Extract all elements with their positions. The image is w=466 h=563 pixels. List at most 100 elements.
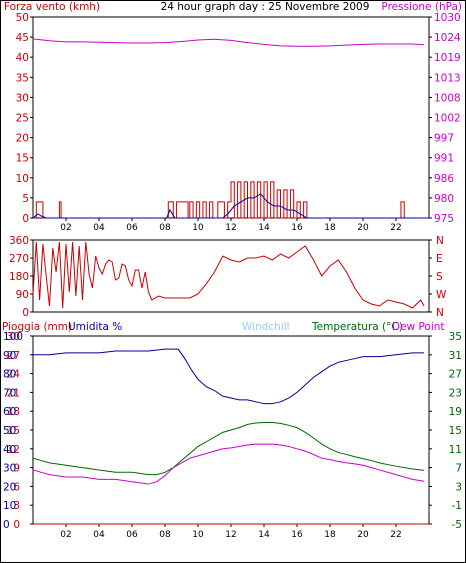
temperature-tick-label: 15	[449, 425, 462, 437]
humidity-axis-label: Umidita %	[68, 321, 122, 333]
wind-pressure-panel: 24 hour graph day : 25 Novembre 2009 For…	[4, 1, 462, 233]
humidity-line	[33, 348, 425, 405]
temperature-tick-label: 23	[449, 387, 462, 399]
pressure-tick-label: 1019	[434, 52, 461, 64]
wind-axis-label: Forza vento (kmh)	[4, 1, 100, 13]
pressure-tick-label: 1002	[434, 113, 461, 125]
temperature-axis-label: Temperatura (°C)	[311, 321, 403, 333]
rain-tick-label: 12	[7, 444, 20, 456]
x-tick-label: 14	[258, 530, 270, 540]
wind-tick-label: 30	[16, 92, 29, 104]
pressure-tick-label: 980	[434, 193, 454, 205]
wind-tick-label: 35	[16, 72, 29, 84]
wind-tick-label: 5	[22, 193, 29, 205]
direction-tick-label: 0	[22, 307, 29, 319]
pressure-tick-label: 1008	[434, 92, 461, 104]
x-tick-label: 20	[357, 223, 369, 233]
compass-tick-label: S	[436, 271, 443, 283]
pressure-tick-label: 1013	[434, 72, 461, 84]
wind-tick-label: 50	[16, 12, 29, 24]
humidity-tick-label: 80	[3, 369, 16, 381]
x-tick-label: 14	[258, 223, 270, 233]
x-tick-label: 10	[192, 223, 204, 233]
wind-tick-label: 0	[22, 213, 29, 225]
humidity-tick-label: 70	[3, 387, 16, 399]
x-tick-label: 16	[291, 530, 303, 540]
humidity-tick-label: 30	[3, 463, 16, 475]
temperature-tick-label: 3	[455, 481, 462, 493]
pressure-tick-label: 991	[434, 153, 454, 165]
humidity-tick-label: 50	[3, 425, 16, 437]
rain-tick-label: 27	[7, 350, 20, 362]
x-tick-label: 02	[60, 223, 71, 233]
wind-ticks: 0 5 10 15 20 25 30 35 40 45 50	[16, 12, 33, 225]
temperature-tick-label: -5	[452, 519, 462, 531]
rain-tick-label: 15	[7, 425, 20, 437]
x-tick-label: 10	[192, 530, 204, 540]
wind-tick-label: 45	[16, 32, 29, 44]
x-tick-label: 06	[126, 530, 138, 540]
pressure-ticks: 975 980 986 991 997 1002 1008 1013 1019 1024 1030	[429, 12, 461, 225]
compass-tick-label: E	[436, 253, 443, 265]
pressure-tick-label: 997	[434, 133, 454, 145]
panel3-series	[32, 348, 429, 525]
dewpoint-label: Dew Point	[392, 321, 445, 333]
x-tick-label: 18	[324, 223, 336, 233]
x-tick-label: 06	[126, 223, 138, 233]
humidity-tick-label: 60	[3, 406, 16, 418]
humidity-tick-label: 100	[3, 331, 23, 343]
rain-tick-label: 0	[13, 519, 20, 531]
wind-tick-label: 25	[16, 113, 29, 125]
rain-tick-label: 18	[7, 406, 20, 418]
x-tick-label: 16	[291, 223, 303, 233]
pressure-tick-label: 1030	[434, 12, 461, 24]
temperature-line	[32, 421, 425, 476]
rain-tick-label: 6	[13, 481, 20, 493]
panel1-x-ticks: 02 04 06 08 10 12 14 16 18 20 22	[60, 218, 402, 233]
wind_avg-line	[32, 193, 429, 219]
temperature-tick-label: -1	[452, 500, 462, 512]
windchill-label: Windchill	[242, 321, 290, 333]
rain-tick-label: 3	[13, 500, 20, 512]
x-tick-label: 22	[390, 223, 401, 233]
rain-tick-label: 24	[7, 369, 21, 381]
chart-title: 24 hour graph day : 25 Novembre 2009	[161, 1, 370, 13]
rain-axis-label: Pioggia (mm)	[2, 321, 72, 333]
x-tick-label: 04	[93, 223, 105, 233]
wind-tick-label: 40	[16, 52, 29, 64]
rain-tick-label: 21	[7, 387, 20, 399]
x-tick-label: 12	[225, 223, 236, 233]
wind_gust-line	[33, 181, 405, 219]
humidity-tick-label: 20	[3, 481, 16, 493]
rain-tick-label: 9	[13, 463, 20, 475]
compass-tick-label: W	[436, 289, 447, 301]
humidity-tick-label: 0	[3, 519, 10, 531]
x-tick-label: 08	[159, 530, 171, 540]
wind-tick-label: 15	[16, 153, 29, 165]
x-tick-label: 20	[357, 530, 369, 540]
temperature-tick-label: 11	[449, 444, 462, 456]
pressure-axis-label: Pressione (hPa)	[381, 1, 462, 13]
direction-tick-label: 360	[9, 235, 29, 247]
rain-humidity-temp-panel: Pioggia (mm) Umidita % Windchill Tempera…	[2, 321, 462, 540]
rain-tick-label: 30	[7, 331, 20, 343]
wind-tick-label: 20	[16, 133, 29, 145]
x-tick-label: 18	[324, 530, 336, 540]
temperature-tick-label: 19	[449, 406, 462, 418]
x-tick-label: 02	[60, 530, 71, 540]
direction-series	[32, 241, 425, 309]
pressure-tick-label: 1024	[434, 32, 461, 44]
pressure-tick-label: 975	[434, 213, 454, 225]
direction-tick-label: 90	[16, 289, 29, 301]
temperature-ticks: -5 -1 3 7 11 15 19 23 27 31 35	[429, 331, 462, 531]
dewpoint-line	[32, 443, 425, 485]
humidity-tick-label: 10	[3, 500, 16, 512]
compass-tick-label: N	[436, 307, 444, 319]
temperature-tick-label: 31	[449, 350, 462, 362]
